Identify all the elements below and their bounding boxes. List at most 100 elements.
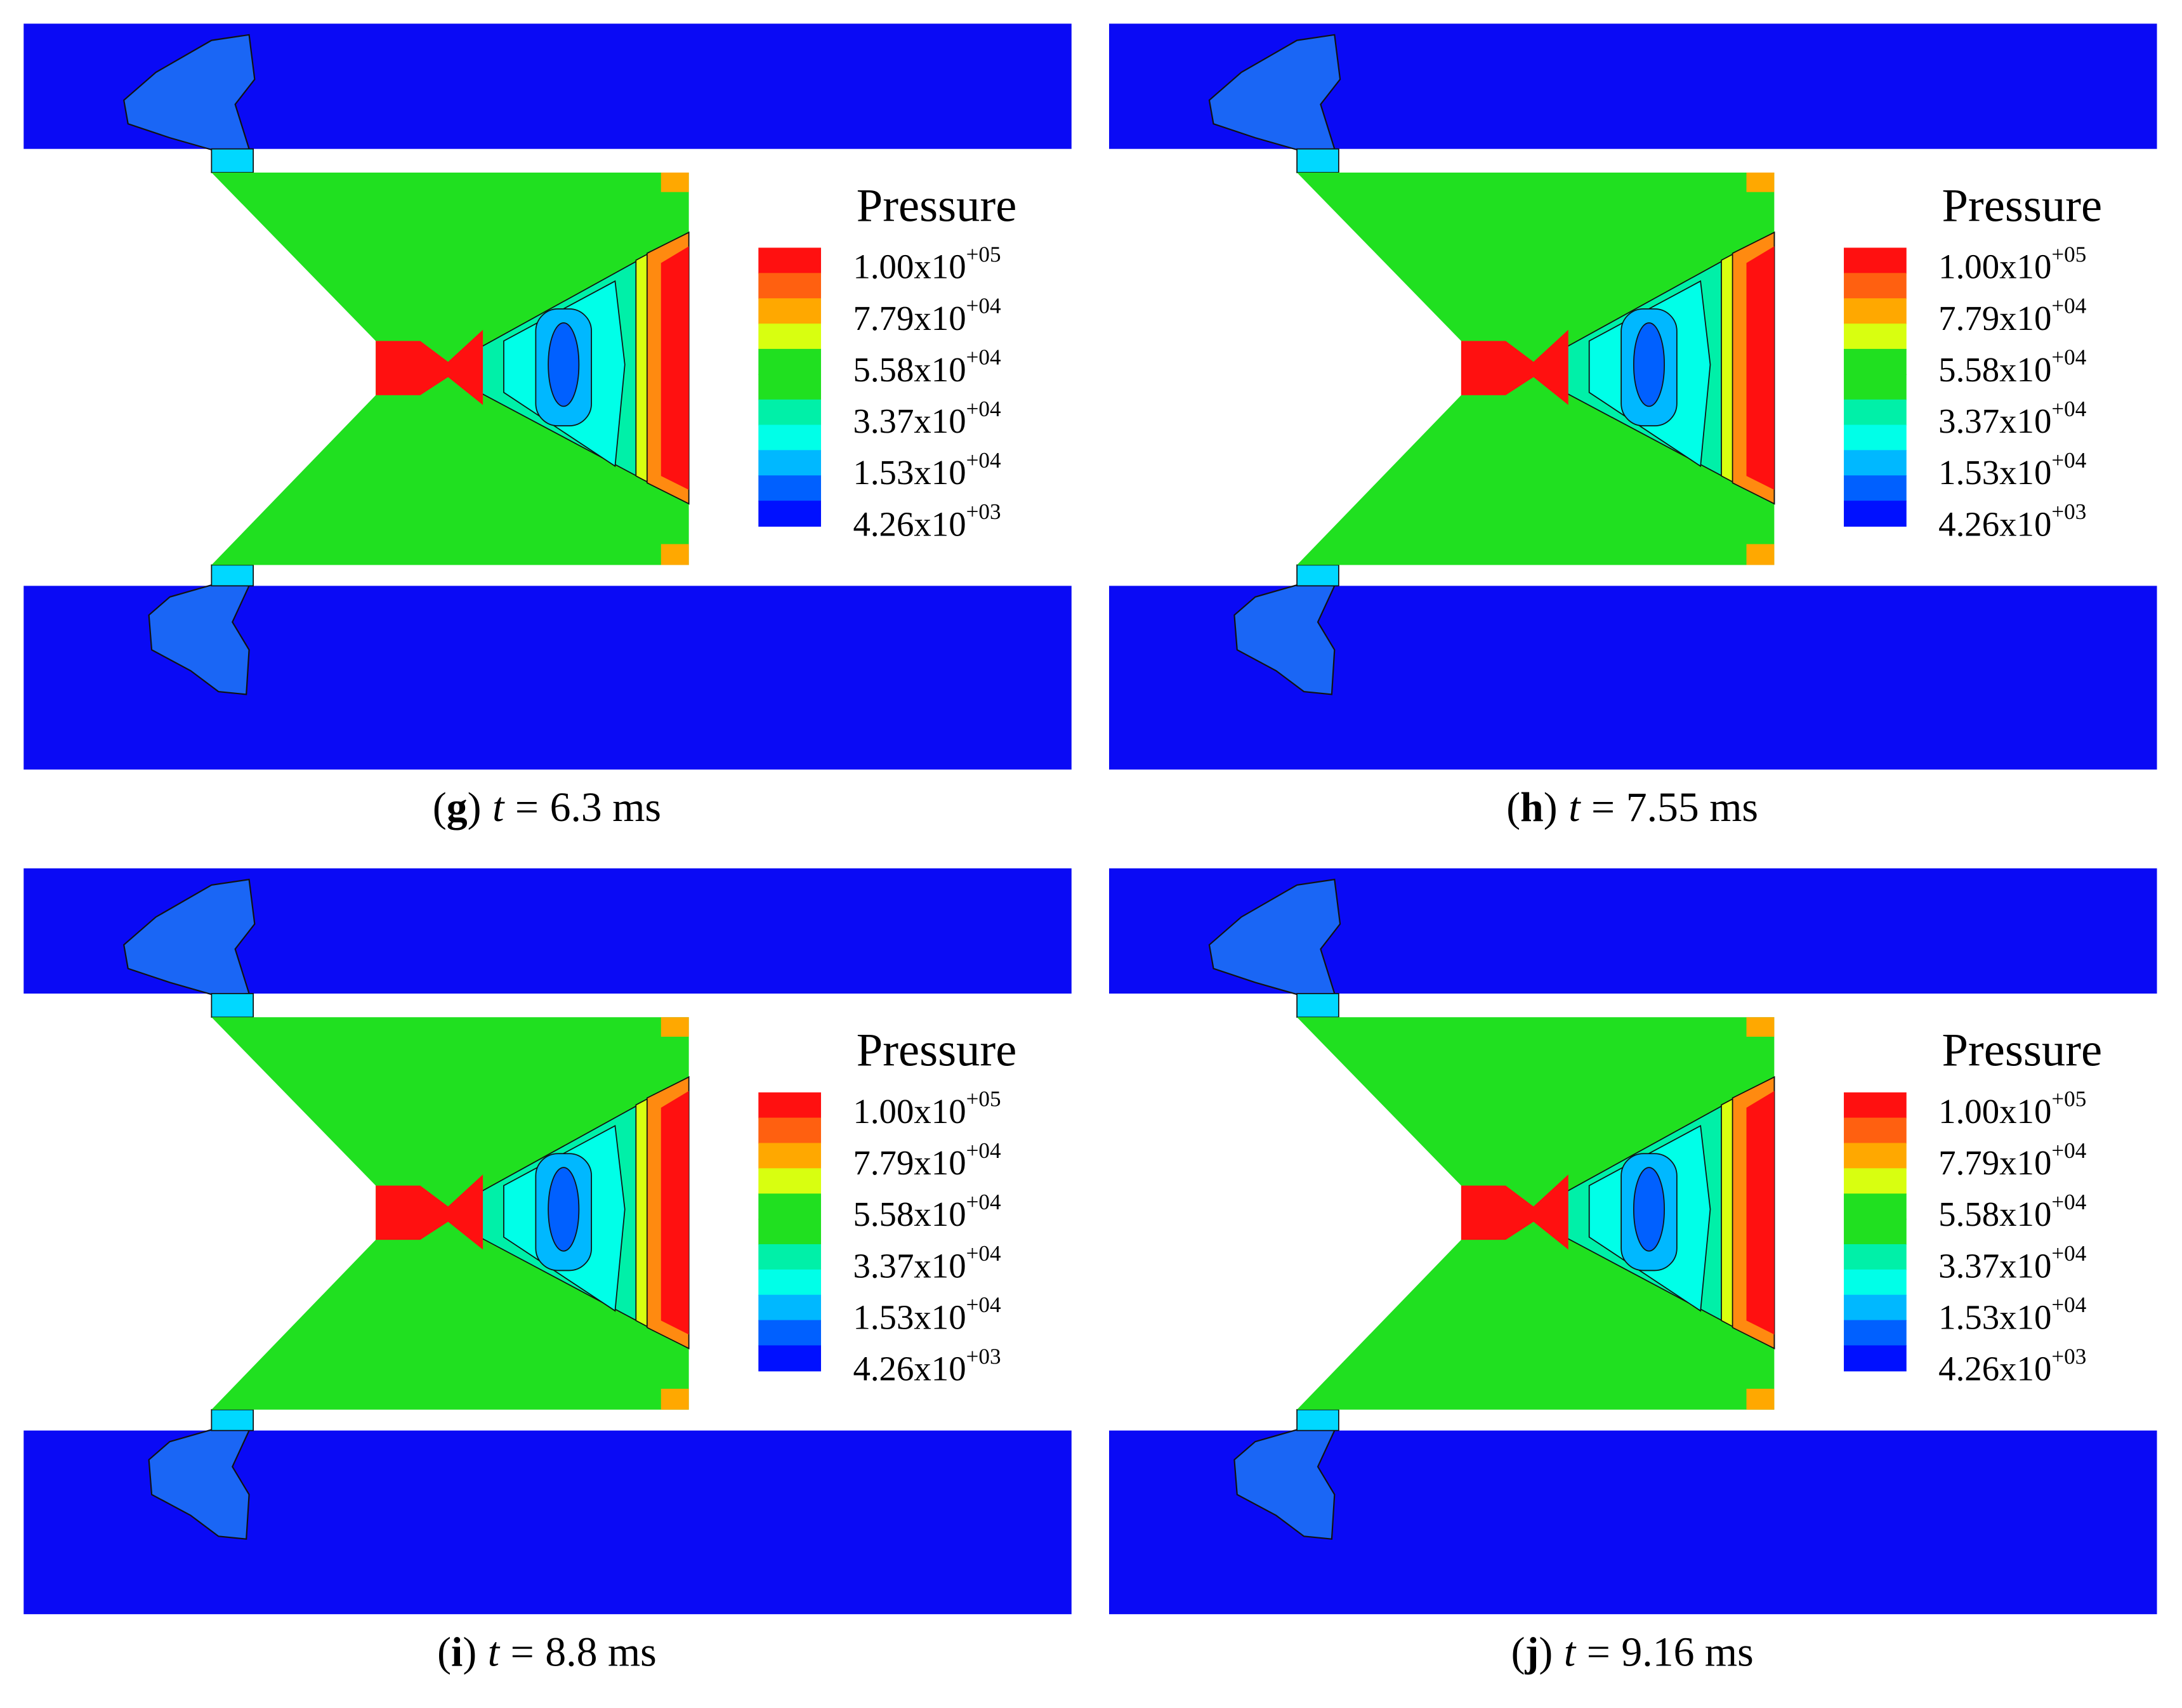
core: [548, 1167, 580, 1252]
legend-swatch: [1844, 1294, 1907, 1321]
legend-swatch: [1844, 1320, 1907, 1346]
label-exponent: +05: [966, 1087, 1001, 1112]
caption-symbol: t: [488, 1629, 501, 1675]
legend-title: Pressure: [1942, 1025, 2102, 1077]
corner-bottom: [661, 1388, 689, 1410]
inlet-top: [211, 993, 254, 1018]
label-mantissa: 7.79x10: [1938, 1143, 2051, 1182]
label-mantissa: 4.26x10: [1938, 504, 2051, 543]
label-exponent: +04: [2051, 1292, 2086, 1317]
core: [548, 322, 580, 407]
label-exponent: +03: [966, 499, 1001, 524]
caption: (h) t = 7.55 ms: [1506, 784, 1758, 831]
legend-swatch: [758, 1269, 822, 1296]
throat: [376, 329, 483, 405]
legend-swatch: [1844, 1193, 1907, 1220]
legend-label: 7.79x10+04: [853, 1138, 1001, 1182]
legend-swatch: [1844, 1244, 1907, 1270]
label-mantissa: 1.53x10: [1938, 1298, 2051, 1337]
label-mantissa: 1.00x10: [853, 247, 966, 286]
label-exponent: +04: [966, 1190, 1001, 1214]
label-exponent: +04: [966, 1241, 1001, 1266]
caption-close: ): [1544, 784, 1558, 831]
label-exponent: +04: [2051, 1241, 2086, 1266]
label-mantissa: 5.58x10: [1938, 1195, 2051, 1233]
label-exponent: +05: [2051, 1087, 2086, 1112]
corner-top: [1746, 1017, 1775, 1037]
inlet-top: [211, 148, 254, 173]
caption-symbol: t: [1564, 1629, 1577, 1675]
label-exponent: +04: [2051, 1190, 2086, 1214]
inlet-bottom: [1296, 564, 1339, 587]
legend-label: 1.53x10+04: [853, 1292, 1001, 1336]
caption-open: (: [1511, 1629, 1525, 1675]
label-exponent: +04: [966, 293, 1001, 318]
throat: [1461, 1174, 1568, 1250]
caption-time: 7.55 ms: [1626, 784, 1758, 831]
legend-label: 5.58x10+04: [853, 345, 1001, 389]
legend-title: Pressure: [857, 1025, 1017, 1077]
legend-label: 4.26x10+03: [1938, 1344, 2086, 1388]
legend-swatch: [758, 1168, 822, 1195]
label-mantissa: 1.53x10: [1938, 453, 2051, 492]
inlet-top: [1296, 993, 1339, 1018]
label-mantissa: 4.26x10: [853, 1350, 966, 1388]
legend-label: 1.53x10+04: [853, 448, 1001, 492]
corner-bottom: [661, 544, 689, 565]
legend-swatch: [1844, 1143, 1907, 1169]
legend-swatch: [758, 450, 822, 476]
legend-label: 4.26x10+03: [1938, 499, 2086, 543]
legend-swatch: [1844, 1269, 1907, 1296]
legend-swatch: [758, 247, 822, 274]
label-exponent: +04: [966, 448, 1001, 473]
label-mantissa: 3.37x10: [853, 402, 966, 440]
label-exponent: +03: [966, 1344, 1001, 1369]
band-red: [661, 246, 689, 490]
caption-open: (: [433, 784, 447, 831]
label-mantissa: 3.37x10: [1938, 402, 2051, 440]
label-exponent: +04: [2051, 293, 2086, 318]
legend-label: 3.37x10+04: [1938, 1241, 2086, 1285]
label-mantissa: 1.53x10: [853, 453, 966, 492]
throat: [376, 1174, 483, 1250]
label-exponent: +04: [966, 397, 1001, 421]
label-exponent: +05: [966, 242, 1001, 266]
legend-swatch: [1844, 501, 1907, 527]
band-red: [661, 1091, 689, 1335]
label-exponent: +05: [2051, 242, 2086, 266]
label-mantissa: 3.37x10: [853, 1246, 966, 1285]
label-mantissa: 1.00x10: [1938, 1092, 2051, 1131]
corner-bottom: [1746, 1388, 1775, 1410]
legend-swatch: [1844, 1168, 1907, 1195]
corner-top: [1746, 172, 1775, 192]
caption-open: (: [1506, 784, 1520, 831]
caption-time: 9.16 ms: [1621, 1629, 1753, 1675]
label-exponent: +03: [2051, 1344, 2086, 1369]
caption-letter: h: [1520, 784, 1544, 831]
label-mantissa: 5.58x10: [853, 1195, 966, 1233]
label-mantissa: 5.58x10: [1938, 350, 2051, 389]
label-exponent: +04: [2051, 448, 2086, 473]
legend-swatch: [1844, 374, 1907, 400]
legend-swatch: [758, 298, 822, 325]
caption-equals: =: [1591, 784, 1615, 831]
legend-label: 1.53x10+04: [1938, 1292, 2086, 1336]
legend-label: 1.53x10+04: [1938, 448, 2086, 492]
legend-swatch: [758, 399, 822, 426]
label-mantissa: 4.26x10: [1938, 1350, 2051, 1388]
inlet-top: [1296, 148, 1339, 173]
legend-swatch: [758, 1219, 822, 1245]
legend-swatch: [1844, 273, 1907, 299]
legend-swatch: [1844, 424, 1907, 451]
caption: (g) t = 6.3 ms: [433, 784, 661, 831]
label-exponent: +04: [966, 345, 1001, 370]
caption-open: (: [437, 1629, 451, 1675]
legend-swatch: [1844, 1345, 1907, 1372]
legend-label: 5.58x10+04: [1938, 1190, 2086, 1233]
caption: (i) t = 8.8 ms: [437, 1629, 657, 1675]
band-red: [1746, 246, 1775, 490]
legend-swatch: [758, 1143, 822, 1169]
panel: Pressure1.00x10+057.79x10+045.58x10+043.…: [1109, 868, 2157, 1615]
legend-label: 1.00x10+05: [1938, 242, 2086, 286]
label-exponent: +04: [2051, 1138, 2086, 1163]
